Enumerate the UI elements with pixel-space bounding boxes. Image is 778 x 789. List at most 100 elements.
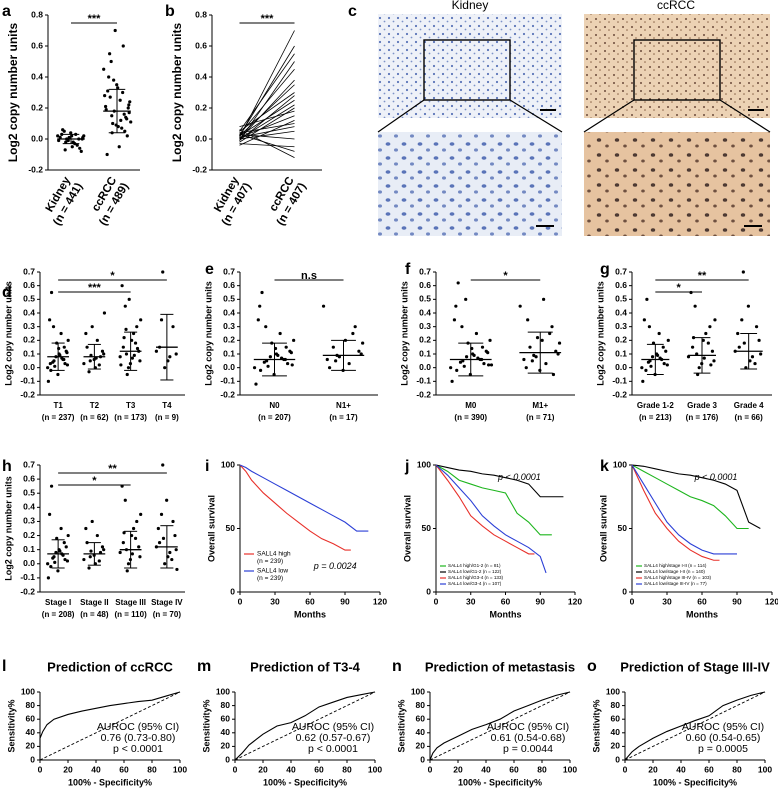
y-tick-label: 20 xyxy=(416,741,426,751)
data-point xyxy=(548,331,552,336)
data-point xyxy=(347,361,351,366)
data-point xyxy=(59,331,63,336)
kidney-zoom-image xyxy=(378,132,562,236)
data-point xyxy=(60,132,64,136)
data-point xyxy=(357,349,361,353)
data-point xyxy=(651,341,656,345)
x-tick-label: 100 xyxy=(563,764,577,774)
data-point xyxy=(649,364,653,368)
data-point xyxy=(482,361,486,366)
auroc-annotation: AUROC (95% CI) xyxy=(487,721,569,733)
panel-letter: e xyxy=(205,261,214,278)
data-point xyxy=(48,361,52,366)
x-tick-label: 20 xyxy=(258,764,268,774)
paired-line xyxy=(239,104,295,140)
y-tick-label: 0.2 xyxy=(195,102,207,112)
data-point xyxy=(640,366,644,370)
data-point xyxy=(170,557,174,562)
data-point xyxy=(100,349,105,353)
scale-bars xyxy=(536,109,764,227)
data-point xyxy=(260,290,264,295)
y-tick-label: 0.7 xyxy=(23,459,35,469)
x-axis-label: Months xyxy=(294,609,326,619)
paired-line xyxy=(239,68,295,135)
data-point xyxy=(532,353,536,357)
data-point xyxy=(66,533,70,538)
y-tick-label: 0.3 xyxy=(23,321,35,331)
survival-curve xyxy=(631,464,761,529)
y-axis-label: Sensitivity% xyxy=(396,699,406,752)
data-point xyxy=(737,345,741,349)
y-tick-label: 0.4 xyxy=(23,307,35,317)
x-tick-label: Grade 4 xyxy=(734,401,764,410)
paired-line xyxy=(239,110,295,127)
data-point xyxy=(757,338,761,342)
x-tick-label: 0 xyxy=(428,764,433,774)
data-point xyxy=(123,129,127,133)
y-tick-label: 0.1 xyxy=(223,348,235,358)
y-tick-label: 0 xyxy=(426,586,431,596)
data-point xyxy=(173,533,177,538)
data-point xyxy=(460,325,464,329)
y-tick-label: 0.2 xyxy=(615,335,627,345)
data-point xyxy=(713,318,717,322)
y-tick-label: 0.5 xyxy=(23,294,35,304)
data-point xyxy=(690,345,695,349)
data-point xyxy=(119,363,123,367)
data-point xyxy=(290,363,294,367)
legend-label: SALL4 low/G3-4 (n = 107) xyxy=(448,581,502,586)
y-tick-label: -0.2 xyxy=(220,389,235,399)
data-point xyxy=(262,360,266,364)
data-point xyxy=(252,366,257,370)
data-point xyxy=(123,498,127,502)
x-tick-n-label: (n = 237) xyxy=(42,413,75,422)
data-point xyxy=(334,359,338,363)
data-point xyxy=(102,352,106,356)
p-value: p < 0.0001 xyxy=(497,472,541,482)
data-point xyxy=(645,297,649,301)
data-point xyxy=(125,372,129,377)
data-point xyxy=(165,498,169,502)
y-tick-label: 100 xyxy=(216,686,230,696)
data-point xyxy=(712,359,716,363)
y-tick-label: 0.6 xyxy=(23,280,35,290)
paired-line xyxy=(239,79,295,140)
y-tick-label: 50 xyxy=(618,523,628,533)
x-tick-label: 40 xyxy=(481,764,491,774)
data-point xyxy=(168,550,172,555)
x-tick-label: 20 xyxy=(453,764,463,774)
x-tick-n-label: (n = 207) xyxy=(258,413,291,422)
data-point xyxy=(327,366,332,370)
y-tick-label: 0.2 xyxy=(23,335,35,345)
data-point xyxy=(127,111,131,115)
data-point xyxy=(109,59,113,64)
significance-label: *** xyxy=(261,13,275,25)
data-point xyxy=(361,341,365,345)
paired-line xyxy=(239,115,295,138)
paired-line xyxy=(239,133,295,140)
auroc-annotation: p < 0.0001 xyxy=(113,743,163,755)
data-point xyxy=(46,379,50,383)
data-point xyxy=(759,352,763,356)
data-point xyxy=(89,549,93,553)
data-point xyxy=(131,331,136,336)
x-tick-label: 90 xyxy=(732,596,742,606)
y-tick-label: 40 xyxy=(416,727,426,737)
y-tick-label: 0.1 xyxy=(23,544,35,554)
x-tick-label: Grade 3 xyxy=(687,401,717,410)
data-point xyxy=(450,379,454,383)
data-point xyxy=(104,107,108,112)
paired-line xyxy=(239,123,295,134)
data-point xyxy=(65,351,69,355)
x-tick-label: 80 xyxy=(732,764,742,774)
data-point xyxy=(126,366,131,370)
y-tick-label: 100 xyxy=(411,686,425,696)
data-point xyxy=(51,556,55,560)
data-point xyxy=(455,368,459,372)
y-axis-label: Log2 copy number units xyxy=(595,281,605,386)
y-tick-label: 20 xyxy=(221,741,231,751)
data-point xyxy=(111,121,115,126)
y-tick-label: 0.6 xyxy=(615,280,627,290)
image-panel: c Kidney ccRCC xyxy=(348,0,771,236)
data-point xyxy=(331,345,335,349)
